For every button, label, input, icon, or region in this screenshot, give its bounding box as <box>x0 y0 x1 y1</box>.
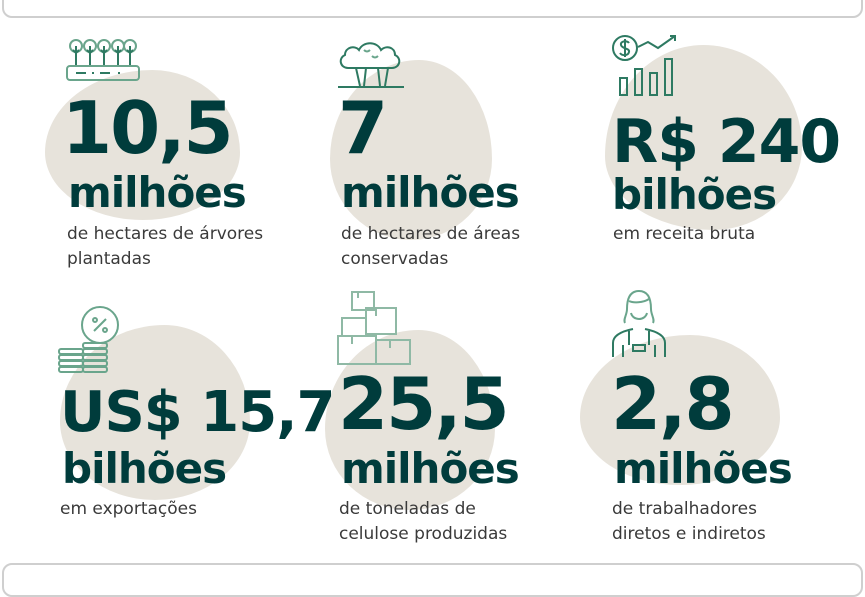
stat-unit: bilhões <box>612 170 777 219</box>
stat-caption: de toneladas de celulose produzidas <box>339 499 508 544</box>
stat-caption: em exportações <box>60 499 197 519</box>
stat-caption: de trabalhadores diretos e indiretos <box>612 499 766 544</box>
background-blob <box>580 335 780 485</box>
background-blob <box>45 70 240 220</box>
stat-unit: milhões <box>341 168 520 217</box>
background-blob <box>330 60 492 240</box>
background-blob <box>605 45 802 230</box>
stat-unit: milhões <box>614 444 793 493</box>
forest-icon <box>338 42 404 88</box>
stat-number: 7 <box>338 86 388 170</box>
worker-icon <box>612 289 666 357</box>
stat-unit: milhões <box>341 444 520 493</box>
stat-caption: em receita bruta <box>613 224 756 244</box>
stat-unit: bilhões <box>62 444 227 493</box>
boxes-icon <box>337 291 411 365</box>
stat-number: R$ 240 <box>612 107 841 177</box>
stat-number: US$ 15,7 <box>60 380 335 445</box>
stat-unit: milhões <box>68 168 247 217</box>
stat-number: 10,5 <box>62 86 234 170</box>
stat-number: 2,8 <box>611 362 735 446</box>
bottom-panel-edge <box>2 563 863 597</box>
stat-caption: de hectares de árvores plantadas <box>67 224 264 269</box>
coins-percent-icon <box>58 306 119 373</box>
stat-number: 25,5 <box>338 362 510 446</box>
tree-nursery-icon <box>66 39 140 81</box>
top-panel-edge <box>2 0 863 18</box>
revenue-growth-icon <box>612 35 676 96</box>
stat-caption: de hectares de áreas conservadas <box>341 224 521 269</box>
